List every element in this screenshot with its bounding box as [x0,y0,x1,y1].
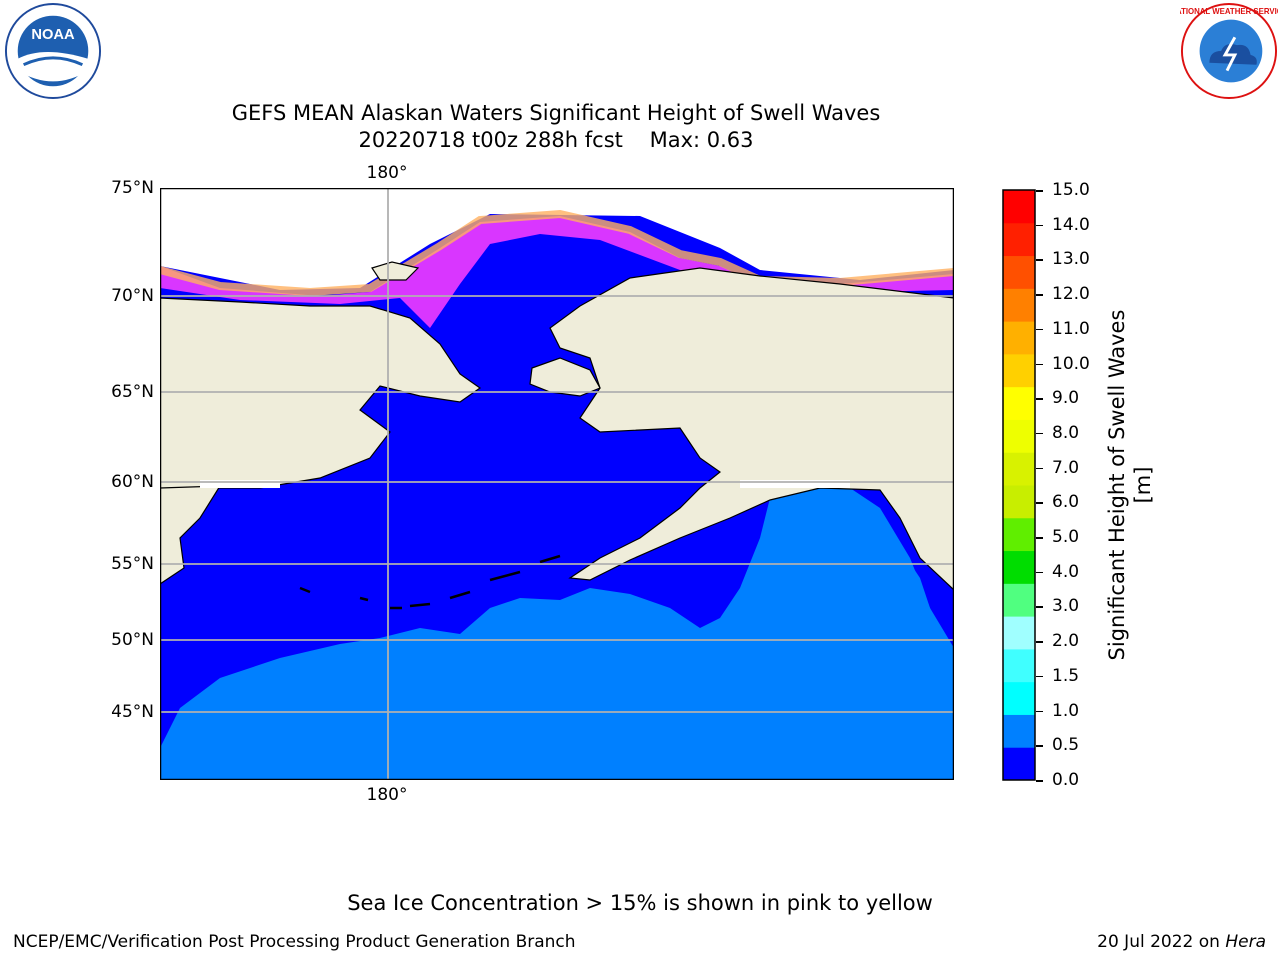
colorbar-segment [1003,583,1035,617]
colorbar-tick-label: 12.0 [1052,284,1090,305]
colorbar-tick-mark [1036,537,1043,539]
lat-label-55: 55°N [111,554,154,574]
colorbar-segment [1003,386,1035,420]
lat-label-65: 65°N [111,382,154,402]
colorbar-tick-mark [1036,745,1043,747]
colorbar-tick-mark [1036,641,1043,643]
colorbar-segment [1003,222,1035,257]
colorbar-tick-mark [1036,780,1043,782]
colorbar-tick-mark [1036,606,1043,608]
sea-ice-band [160,216,954,328]
colorbar-segment [1003,419,1035,453]
colorbar-tick-label: 13.0 [1052,249,1090,270]
sea-ice-note: Sea Ice Concentration > 15% is shown in … [347,891,933,915]
footer-host: Hera [1225,932,1266,952]
gridlines [160,188,954,780]
colorbar-tick-mark [1036,259,1043,261]
colorbar-tick-label: 8.0 [1052,422,1080,443]
colorbar-tick-label: 7.0 [1052,457,1080,478]
colorbar-tick-label: 0.5 [1052,735,1080,756]
chart-subtitle: 20220718 t00z 288h fcst Max: 0.63 [358,128,754,152]
colorbar-segment [1003,714,1035,748]
aleutian-islands [299,554,561,610]
colorbar-tick-mark [1036,363,1043,366]
colorbar-segment [1003,681,1035,715]
svg-text:NOAA: NOAA [31,27,75,43]
ocean-mid-east [760,488,940,688]
colorbar-segment [1003,747,1035,781]
colorbar-tick-mark [1036,467,1043,470]
colorbar-tick-label: 14.0 [1052,214,1090,235]
colorbar-tick-mark [1036,710,1043,713]
map-panel [160,188,954,780]
svg-text:NATIONAL WEATHER SERVICE: NATIONAL WEATHER SERVICE [1180,7,1278,16]
colorbar-tick-label: 10.0 [1052,353,1090,374]
colorbar-tick-label: 1.5 [1052,665,1080,686]
no-data-strip-east [740,480,850,488]
colorbar-tick-label: 6.0 [1052,492,1080,513]
lat-label-70: 70°N [111,286,154,306]
colorbar-segment [1003,616,1035,650]
colorbar-tick-label: 5.0 [1052,527,1080,548]
lon-label-top: 180° [366,163,408,183]
noaa-logo: NOAA [4,2,102,100]
colorbar-segment [1003,255,1035,289]
ocean-mid [160,488,954,780]
chart-title: GEFS MEAN Alaskan Waters Significant Hei… [231,101,881,125]
colorbar-tick-mark [1036,328,1043,331]
colorbar-tick-mark [1036,190,1043,192]
colorbar-segment [1003,485,1035,519]
colorbar-segment [1003,452,1035,486]
lat-label-75: 75°N [111,178,154,198]
colorbar-segment [1003,288,1035,322]
colorbar-tick-mark [1036,675,1043,678]
land-alaska [549,267,954,591]
colorbar-tick-label: 3.0 [1052,596,1080,617]
no-data-region [160,188,954,290]
colorbar-tick-label: 4.0 [1052,561,1080,582]
colorbar [1002,189,1036,781]
footer-date: 20 Jul 2022 on Hera [1097,932,1266,952]
lon-label-bottom: 180° [366,785,408,805]
nws-logo: NATIONAL WEATHER SERVICE [1180,2,1278,100]
colorbar-tick-label: 11.0 [1052,318,1090,339]
colorbar-segment [1003,517,1035,552]
colorbar-segment [1003,550,1035,584]
colorbar-title: Significant Height of Swell Waves [m] [1105,309,1155,661]
no-data-strip [200,480,280,488]
colorbar-tick-label: 2.0 [1052,631,1080,652]
colorbar-tick-mark [1036,502,1043,504]
colorbar-segment [1003,648,1035,683]
footer-credit: NCEP/EMC/Verification Post Processing Pr… [13,932,576,952]
colorbar-tick-label: 0.0 [1052,770,1080,790]
colorbar-tick-mark [1036,432,1043,435]
colorbar-segment [1003,321,1035,355]
lat-label-50: 50°N [111,630,154,650]
colorbar-tick-label: 15.0 [1052,180,1090,200]
colorbar-tick-label: 9.0 [1052,388,1080,409]
colorbar-segment [1003,353,1035,388]
colorbar-tick-mark [1036,294,1043,296]
colorbar-tick-mark [1036,571,1043,574]
colorbar-segment [1003,190,1035,224]
colorbar-tick-mark [1036,224,1043,227]
colorbar-tick-mark [1036,398,1043,400]
lat-label-45: 45°N [111,702,154,722]
lat-label-60: 60°N [111,472,154,492]
colorbar-tick-label: 1.0 [1052,700,1080,721]
